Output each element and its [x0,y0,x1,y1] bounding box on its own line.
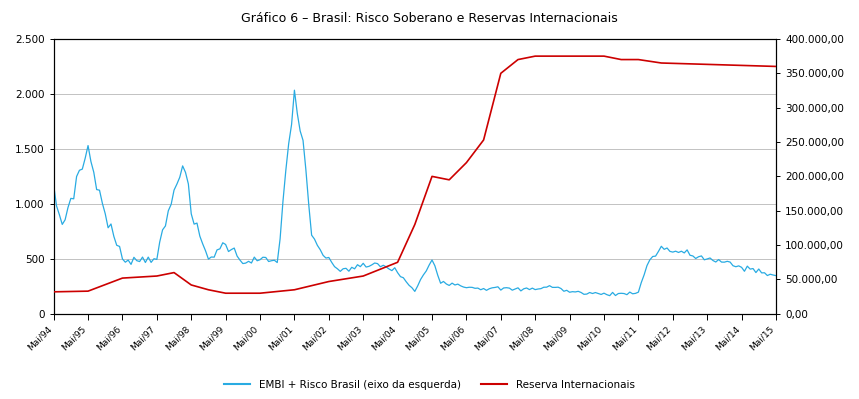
Legend: EMBI + Risco Brasil (eixo da esquerda), Reserva Internacionais: EMBI + Risco Brasil (eixo da esquerda), … [220,375,639,394]
Text: Gráfico 6 – Brasil: Risco Soberano e Reservas Internacionais: Gráfico 6 – Brasil: Risco Soberano e Res… [241,12,618,25]
